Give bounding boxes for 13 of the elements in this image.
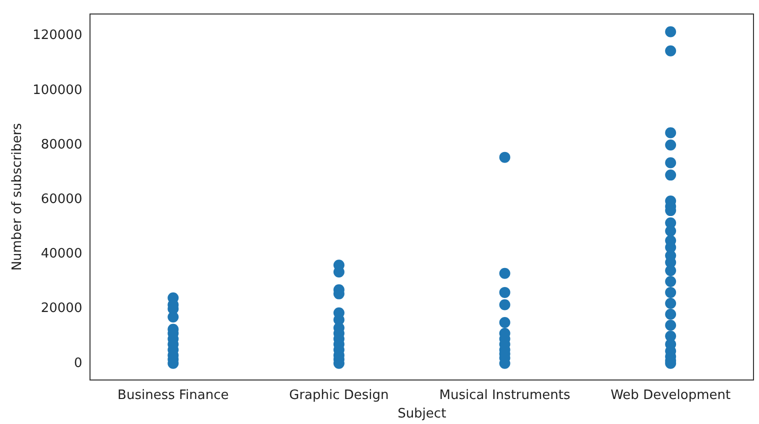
y-tick-label: 20000 [40,301,82,316]
x-tick-label: Graphic Design [289,388,389,403]
x-axis-title: Subject [398,406,446,422]
y-tick-label: 100000 [32,82,82,98]
y-axis-title: Number of subscribers [10,122,26,271]
x-tick-label: Musical Instruments [439,388,570,403]
x-tick-label: Business Finance [118,388,229,403]
y-tick-label: 80000 [40,137,82,152]
x-tick-label: Web Development [610,388,731,403]
y-tick-label: 120000 [32,28,82,44]
y-tick-label: 60000 [40,192,82,208]
y-tick-label: 0 [74,356,82,371]
y-tick-label: 40000 [40,246,82,262]
